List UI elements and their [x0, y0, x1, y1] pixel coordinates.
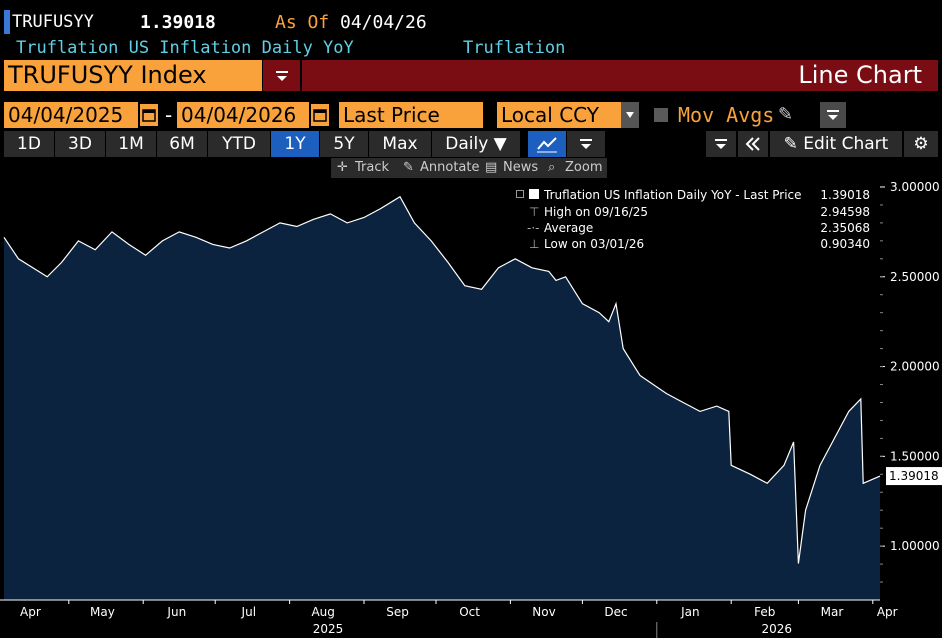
high-marker-icon: ⊤ — [529, 205, 540, 219]
ticker-symbol: TRUFUSYY — [12, 12, 94, 32]
x-tick-label: Jul — [241, 605, 256, 619]
series-swatch — [529, 189, 539, 199]
x-tick-label: Aug — [311, 605, 334, 619]
collapse-box-icon[interactable] — [516, 190, 524, 198]
last-price: 1.39018 — [140, 12, 216, 33]
chart-tools-bar: ✛ Track ✎ Annotate ▤ News ⌕ Zoom — [331, 158, 607, 178]
settings-button[interactable]: ⚙ — [904, 131, 938, 157]
line-chart-icon — [537, 137, 557, 153]
y-tick-label: 1.50000 — [890, 449, 940, 463]
y-tick-label: 1.00000 — [890, 539, 940, 553]
x-tick-label: Feb — [754, 605, 775, 619]
field-select[interactable]: Last Price — [339, 102, 483, 128]
line-chart[interactable]: 3.00000 2.50000 2.00000 1.50000 1.00000 1.390… — [0, 178, 942, 638]
series-area — [4, 196, 880, 600]
year-label: 2026 — [762, 622, 793, 636]
last-value-label: 1.39018 — [889, 469, 939, 483]
zoom-icon: ⌕ — [548, 160, 556, 175]
chart-type-label[interactable]: Line Chart — [798, 61, 922, 89]
legend-average-value: 2.35068 — [820, 221, 870, 235]
mov-avgs-dropdown-button[interactable] — [820, 102, 846, 128]
security-description: Truflation US Inflation Daily YoY — [16, 38, 354, 58]
menu-icon — [715, 139, 727, 149]
pencil-icon: ✎ — [783, 134, 798, 154]
x-tick-label: May — [90, 605, 115, 619]
period-3d-button[interactable]: 3D — [55, 131, 105, 157]
start-calendar-icon[interactable] — [140, 104, 158, 126]
annotate-icon: ✎ — [403, 160, 414, 175]
legend-high-value: 2.94598 — [820, 205, 870, 219]
data-source: Truflation — [463, 38, 566, 58]
news-button[interactable]: News — [503, 160, 539, 175]
security-dropdown-button[interactable] — [263, 60, 300, 91]
average-marker-icon: -·- — [527, 221, 540, 235]
x-tick-label: Apr — [20, 605, 41, 619]
crosshair-icon: ✛ — [337, 160, 348, 175]
x-tick-label: Jan — [680, 605, 700, 619]
edit-chart-button[interactable]: ✎ Edit Chart — [770, 131, 902, 157]
legend-high-label: High on 09/16/25 — [544, 205, 649, 219]
x-tick-label: Jun — [166, 605, 186, 619]
currency-select[interactable]: Local CCY — [497, 102, 621, 128]
chevron-down-icon — [626, 112, 634, 118]
end-calendar-icon[interactable] — [311, 104, 329, 126]
period-ytd-button[interactable]: YTD — [208, 131, 270, 157]
period-1d-button[interactable]: 1D — [4, 131, 54, 157]
options-dropdown[interactable] — [706, 131, 736, 157]
legend-average-label: Average — [544, 221, 594, 235]
period-max-button[interactable]: Max — [369, 131, 431, 157]
security-input[interactable]: TRUFUSYY Index — [4, 60, 262, 91]
menu-icon — [275, 70, 288, 81]
chart-legend: Truflation US Inflation Daily YoY - Last… — [512, 186, 876, 256]
menu-icon — [827, 110, 839, 120]
track-button[interactable]: Track — [355, 160, 390, 175]
chart-style-dropdown[interactable] — [567, 131, 605, 157]
period-6m-button[interactable]: 6M — [157, 131, 207, 157]
news-icon: ▤ — [485, 160, 498, 175]
legend-series-value: 1.39018 — [820, 188, 870, 202]
pencil-icon[interactable]: ✎ — [778, 104, 794, 125]
as-of-date: 04/04/26 — [340, 12, 427, 33]
edit-chart-label: Edit Chart — [803, 134, 889, 154]
series-line — [3, 195, 881, 564]
period-1m-button[interactable]: 1M — [106, 131, 156, 157]
x-tick-label: Dec — [604, 605, 627, 619]
mov-avgs-label: Mov Avgs — [678, 103, 775, 127]
last-value-box — [886, 467, 942, 486]
legend-series-name: Truflation US Inflation Daily YoY - Last… — [544, 188, 802, 202]
zoom-button[interactable]: Zoom — [565, 160, 603, 175]
legend-low-value: 0.90340 — [820, 237, 870, 251]
as-of-label: As Of — [275, 12, 330, 33]
menu-icon — [580, 139, 592, 149]
legend-low-label: Low on 03/01/26 — [544, 237, 645, 251]
start-date-input[interactable]: 04/04/2025 — [4, 102, 138, 128]
ticker-marker — [4, 10, 10, 34]
title-bar — [302, 60, 938, 91]
low-marker-icon: ⊥ — [529, 237, 540, 251]
period-1y-button[interactable]: 1Y — [271, 131, 319, 157]
end-date-input[interactable]: 04/04/2026 — [177, 102, 309, 128]
frequency-select[interactable]: Daily ▼ — [432, 131, 520, 157]
currency-dropdown-arrow[interactable] — [621, 102, 639, 128]
x-tick-label: Oct — [459, 605, 480, 619]
x-tick-label: Apr — [877, 605, 898, 619]
annotate-button[interactable]: Annotate — [420, 160, 480, 175]
period-5y-button[interactable]: 5Y — [320, 131, 368, 157]
x-tick-label: Sep — [386, 605, 409, 619]
date-range-dash: - — [165, 103, 173, 127]
line-chart-style-button[interactable] — [528, 131, 566, 157]
gear-icon: ⚙ — [913, 134, 929, 154]
double-chevron-left-icon — [745, 137, 760, 151]
mov-avgs-checkbox[interactable] — [654, 108, 668, 122]
x-tick-label: Mar — [821, 605, 844, 619]
y-tick-label: 2.00000 — [890, 360, 940, 374]
x-tick-label: Nov — [532, 605, 555, 619]
y-tick-label: 3.00000 — [890, 180, 940, 194]
collapse-button[interactable] — [738, 131, 768, 157]
year-label: 2025 — [313, 622, 344, 636]
y-tick-label: 2.50000 — [890, 270, 940, 284]
